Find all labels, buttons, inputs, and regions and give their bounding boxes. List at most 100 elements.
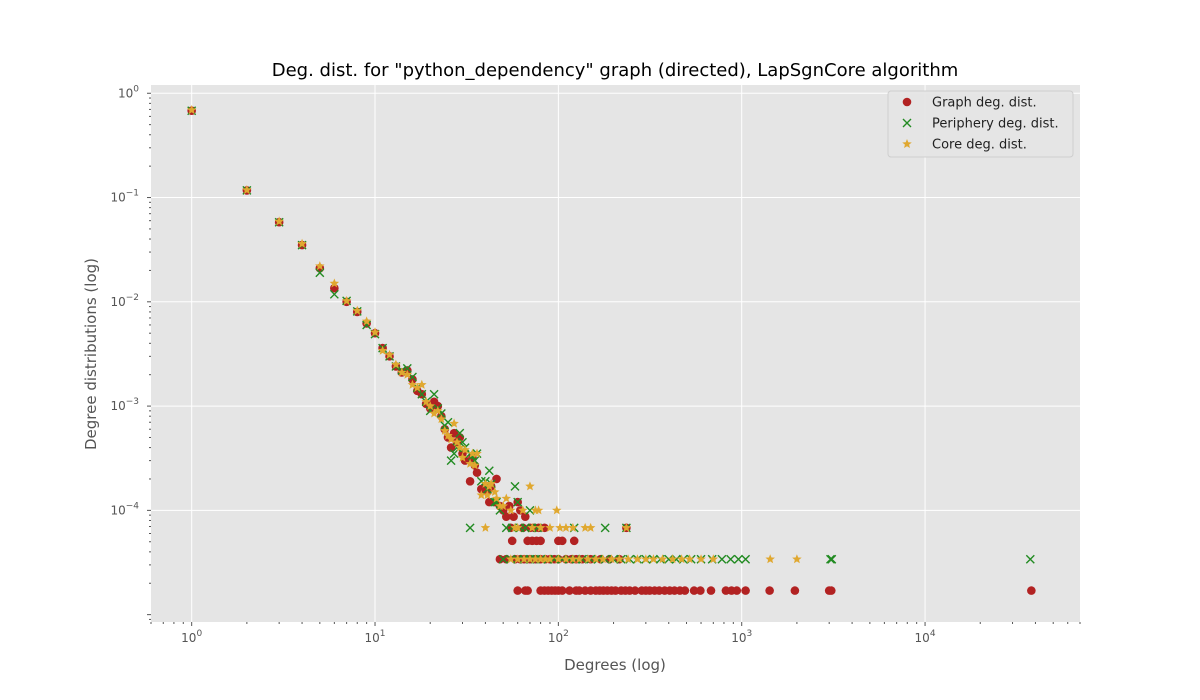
core-point <box>341 295 352 305</box>
core-point <box>792 554 802 564</box>
core-point <box>467 448 478 458</box>
core-point <box>667 554 678 564</box>
graph-point <box>706 586 716 595</box>
core-point <box>460 444 470 454</box>
core-point <box>457 452 468 462</box>
core-point <box>429 408 439 418</box>
core-point <box>552 505 562 515</box>
periphery-point <box>465 523 475 533</box>
core-point <box>545 554 555 564</box>
core-point <box>417 379 427 389</box>
graph-point <box>472 468 482 477</box>
periphery-point <box>513 497 523 507</box>
core-point <box>186 105 197 115</box>
graph-point <box>1027 586 1036 595</box>
periphery-point <box>1025 554 1035 564</box>
y-axis: 100 10−1 10−2 10−3 10−4 <box>110 84 151 620</box>
core-point <box>242 185 252 195</box>
core-point <box>425 401 435 411</box>
core-point <box>561 554 571 564</box>
core-point <box>352 305 363 315</box>
core-point <box>512 554 523 564</box>
core-point <box>525 554 535 564</box>
periphery-point <box>449 449 459 459</box>
core-point <box>708 554 719 564</box>
core-point <box>606 554 617 564</box>
graph-point <box>513 586 522 595</box>
core-point <box>512 522 523 532</box>
x-axis: 100 101 102 103 104 <box>150 622 1081 645</box>
core-point <box>449 418 459 428</box>
core-point <box>530 554 541 564</box>
core-point <box>545 522 555 532</box>
legend-label-graph: Graph deg. dist. <box>932 96 1037 111</box>
core-point <box>452 437 462 447</box>
periphery-point <box>443 417 453 427</box>
core-point <box>297 238 307 248</box>
core-point <box>519 554 529 564</box>
legend-box <box>887 90 1074 158</box>
core-point <box>648 554 659 564</box>
x-tick-label: 101 <box>365 629 386 645</box>
graph-point <box>507 536 517 546</box>
core-point <box>480 522 491 532</box>
periphery-point <box>525 505 535 515</box>
graph-point <box>557 536 567 546</box>
core-point <box>535 554 546 564</box>
legend-label-periphery: Periphery deg. dist. <box>932 117 1059 132</box>
core-point <box>274 216 284 226</box>
graph-point <box>509 512 518 521</box>
graph-point <box>536 536 545 546</box>
periphery-point <box>362 320 372 330</box>
core-point <box>561 522 571 532</box>
graph-point <box>523 586 532 595</box>
core-point <box>480 478 491 488</box>
core-point <box>490 487 500 497</box>
graph-point <box>569 536 579 546</box>
core-point <box>498 501 508 511</box>
core-point <box>472 448 482 458</box>
core-point <box>439 425 450 435</box>
periphery-point <box>429 389 439 399</box>
core-point <box>329 278 340 288</box>
graph-point <box>689 586 699 595</box>
periphery-point <box>484 466 494 476</box>
core-point <box>621 522 632 532</box>
legend-marker-core <box>902 139 912 149</box>
core-point <box>370 327 380 337</box>
chart-title: Deg. dist. for "python_dependency" graph… <box>272 60 959 81</box>
core-point <box>591 554 601 564</box>
periphery-point <box>741 554 751 564</box>
periphery-point <box>733 554 743 564</box>
graph-point <box>732 586 742 595</box>
periphery-point <box>510 481 520 491</box>
core-point <box>470 460 480 470</box>
grid-lines <box>151 85 1080 622</box>
series-core <box>186 105 802 564</box>
graph-point <box>495 554 505 564</box>
plot-area <box>151 85 1080 622</box>
core-point <box>465 458 475 468</box>
core-point <box>443 430 453 440</box>
core-point <box>553 554 564 564</box>
periphery-point <box>329 289 339 299</box>
core-point <box>506 505 516 515</box>
core-point <box>676 554 687 564</box>
periphery-point <box>498 554 508 564</box>
periphery-point <box>600 523 610 533</box>
graph-point <box>446 443 456 452</box>
y-tick-label: 10−4 <box>110 501 139 517</box>
graph-point <box>826 586 836 595</box>
core-point <box>433 405 443 415</box>
core-point <box>535 522 546 532</box>
y-axis-label: Degree distributions (log) <box>82 258 100 450</box>
core-point <box>533 505 544 515</box>
core-point <box>585 522 596 532</box>
core-point <box>580 522 590 532</box>
periphery-point <box>827 554 837 564</box>
core-point <box>436 414 447 424</box>
legend: Graph deg. dist. Periphery deg. dist. Core… <box>887 90 1074 158</box>
core-point <box>598 554 608 564</box>
y-tick-label: 10−3 <box>110 397 139 413</box>
